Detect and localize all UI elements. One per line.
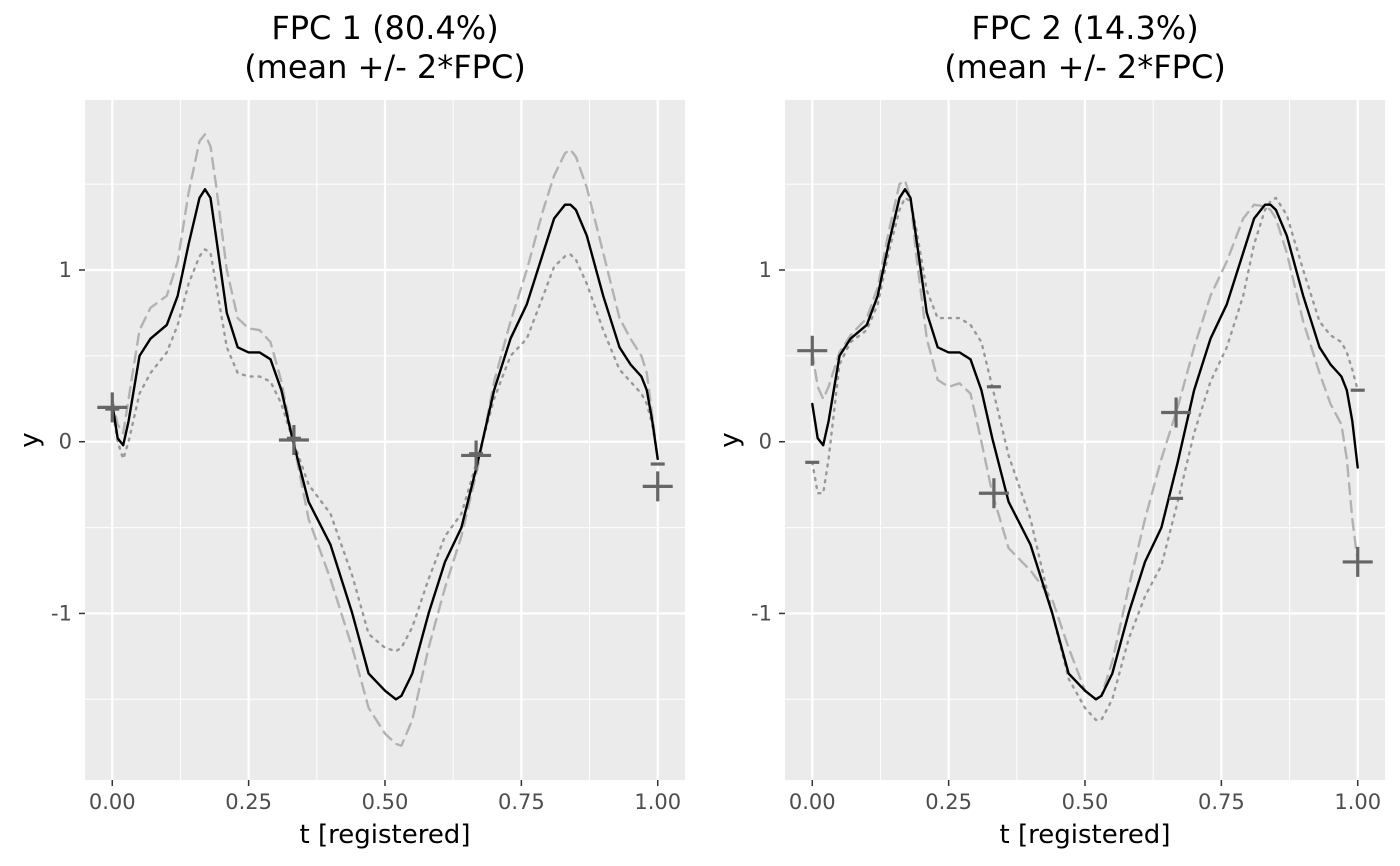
y-tick-label: 1 <box>759 258 772 282</box>
y-axis-ticks: -1 0 1 <box>51 258 85 625</box>
x-axis-label: t [registered] <box>1000 820 1171 850</box>
x-tick-label: 1.00 <box>1334 790 1381 814</box>
markers <box>797 335 1373 577</box>
x-tick-label: 0.00 <box>89 790 136 814</box>
curve-dashed <box>111 133 659 747</box>
y-tick-label: 0 <box>59 430 72 454</box>
plus-marker <box>1161 397 1192 428</box>
y-axis-label: y <box>15 432 45 447</box>
y-tick-label: 0 <box>759 430 772 454</box>
x-tick-label: 0.25 <box>925 790 972 814</box>
x-axis-ticks: 0.00 0.25 0.50 0.75 1.00 <box>789 780 1381 814</box>
x-axis-ticks: 0.00 0.25 0.50 0.75 1.00 <box>89 780 681 814</box>
chart-subtitle: (mean +/- 2*FPC) <box>944 48 1226 86</box>
curve-dotted <box>111 248 659 653</box>
chart-title: FPC 2 (14.3%) <box>971 9 1198 47</box>
plus-marker <box>978 478 1009 509</box>
curve-dotted <box>811 196 1359 722</box>
x-tick-label: 0.75 <box>498 790 545 814</box>
y-tick-label: -1 <box>51 601 72 625</box>
y-axis-ticks: -1 0 1 <box>751 258 785 625</box>
plus-marker <box>797 335 828 366</box>
fpc1-panel: FPC 1 (80.4%) (mean +/- 2*FPC) 0.00 0.25 0… <box>15 9 685 850</box>
x-tick-label: 0.50 <box>1062 790 1109 814</box>
chart-subtitle: (mean +/- 2*FPC) <box>244 48 526 86</box>
plus-marker <box>461 440 492 471</box>
fpc2-panel: FPC 2 (14.3%) (mean +/- 2*FPC) 0.00 0.25 0… <box>715 9 1385 850</box>
gridlines <box>85 100 685 780</box>
plus-marker <box>97 392 128 423</box>
plus-marker <box>278 425 309 455</box>
x-tick-label: 0.25 <box>225 790 272 814</box>
y-axis-label: y <box>715 432 745 447</box>
plus-marker <box>642 471 673 502</box>
y-tick-label: -1 <box>751 601 772 625</box>
x-tick-label: 0.75 <box>1198 790 1245 814</box>
curve-solid <box>111 188 659 701</box>
x-tick-label: 0.00 <box>789 790 836 814</box>
plus-marker <box>1342 546 1373 577</box>
markers <box>97 392 673 502</box>
chart-title: FPC 1 (80.4%) <box>271 9 498 47</box>
x-tick-label: 1.00 <box>634 790 681 814</box>
curves <box>811 179 1359 722</box>
curves <box>111 133 659 747</box>
y-tick-label: 1 <box>59 258 72 282</box>
curve-dashed <box>811 179 1359 701</box>
curve-solid <box>811 188 1359 701</box>
x-axis-label: t [registered] <box>300 820 471 850</box>
x-tick-label: 0.50 <box>362 790 409 814</box>
